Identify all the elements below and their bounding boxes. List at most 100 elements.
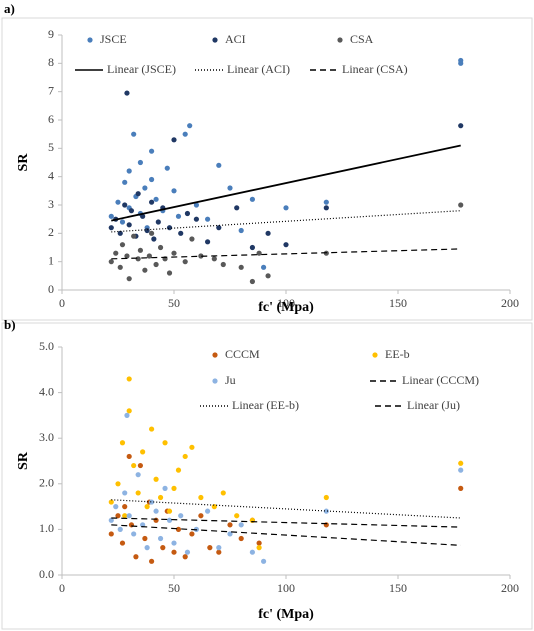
- point: [323, 494, 329, 501]
- point: [131, 233, 137, 239]
- point: [187, 123, 193, 129]
- x-tick-label: 50: [168, 581, 180, 595]
- point: [153, 508, 159, 514]
- point: [175, 467, 182, 473]
- point: [283, 205, 289, 211]
- y-tick-label: 5: [48, 140, 54, 154]
- point: [193, 216, 199, 222]
- point: [323, 199, 329, 205]
- point: [458, 60, 464, 66]
- point: [171, 485, 177, 491]
- y-tick-label: 4: [48, 168, 54, 182]
- point: [283, 242, 289, 248]
- point: [265, 230, 271, 236]
- point: [153, 196, 159, 202]
- point: [171, 137, 177, 143]
- x-tick-label: 200: [501, 581, 519, 595]
- point: [211, 256, 217, 262]
- point: [205, 239, 211, 245]
- point: [142, 535, 148, 542]
- point: [126, 453, 132, 460]
- y-tick-label: 1: [48, 253, 54, 267]
- point: [135, 191, 141, 197]
- legend-marker: [212, 378, 218, 384]
- point: [178, 230, 184, 236]
- point: [142, 267, 148, 273]
- y-axis-title: SR: [16, 451, 31, 470]
- legend-marker: [212, 37, 218, 43]
- point: [265, 273, 271, 279]
- point: [182, 453, 188, 460]
- point: [133, 554, 139, 560]
- point: [323, 508, 329, 514]
- y-tick-label: 0.0: [39, 567, 54, 581]
- point: [122, 202, 128, 208]
- legend-label: JSCE: [100, 32, 127, 46]
- point: [171, 549, 177, 555]
- point: [151, 236, 157, 242]
- point: [117, 526, 123, 533]
- point: [149, 176, 155, 183]
- point: [144, 227, 150, 234]
- point: [189, 531, 195, 537]
- point: [122, 490, 128, 496]
- trend-line: [111, 499, 461, 519]
- point: [171, 250, 177, 256]
- x-tick-label: 50: [168, 296, 180, 310]
- point: [108, 213, 114, 219]
- point: [108, 259, 114, 265]
- point: [234, 205, 240, 211]
- point: [182, 554, 188, 560]
- x-tick-label: 0: [59, 581, 65, 595]
- point: [113, 250, 119, 256]
- point: [108, 499, 114, 505]
- point: [115, 199, 121, 205]
- point: [189, 444, 195, 450]
- point: [207, 545, 213, 551]
- point: [113, 504, 119, 510]
- point: [128, 208, 135, 214]
- point: [117, 264, 123, 270]
- trend-line: [111, 524, 461, 546]
- panel-frame: [1, 322, 533, 630]
- panel-label: b): [4, 317, 16, 332]
- point: [126, 408, 132, 414]
- point: [256, 545, 262, 551]
- point: [119, 219, 126, 225]
- legend-label: CCCM: [225, 347, 260, 361]
- point: [261, 558, 267, 564]
- point: [126, 276, 132, 282]
- point: [153, 476, 159, 482]
- point: [135, 256, 141, 262]
- point: [108, 225, 114, 231]
- point: [238, 264, 244, 270]
- point: [220, 490, 226, 496]
- y-tick-label: 4.0: [39, 384, 54, 398]
- point: [155, 219, 161, 225]
- point: [115, 481, 121, 487]
- point: [216, 162, 222, 168]
- point: [142, 185, 148, 191]
- point: [198, 253, 204, 259]
- legend-label: ACI: [225, 32, 246, 46]
- point: [124, 412, 130, 418]
- point: [119, 540, 126, 546]
- legend-label: Linear (Ju): [407, 398, 460, 412]
- point: [126, 376, 132, 382]
- point: [131, 462, 137, 469]
- point: [227, 531, 233, 537]
- legend-label: Linear (JSCE): [107, 62, 176, 76]
- y-tick-label: 6: [48, 112, 54, 126]
- point: [249, 244, 255, 251]
- point: [323, 205, 329, 211]
- point: [126, 513, 132, 519]
- point: [153, 261, 159, 268]
- point: [171, 188, 177, 194]
- point: [458, 202, 464, 208]
- point: [205, 216, 211, 222]
- point: [216, 225, 222, 231]
- y-tick-label: 7: [48, 83, 54, 97]
- point: [182, 131, 188, 137]
- trend-line: [111, 248, 461, 260]
- point: [249, 196, 255, 202]
